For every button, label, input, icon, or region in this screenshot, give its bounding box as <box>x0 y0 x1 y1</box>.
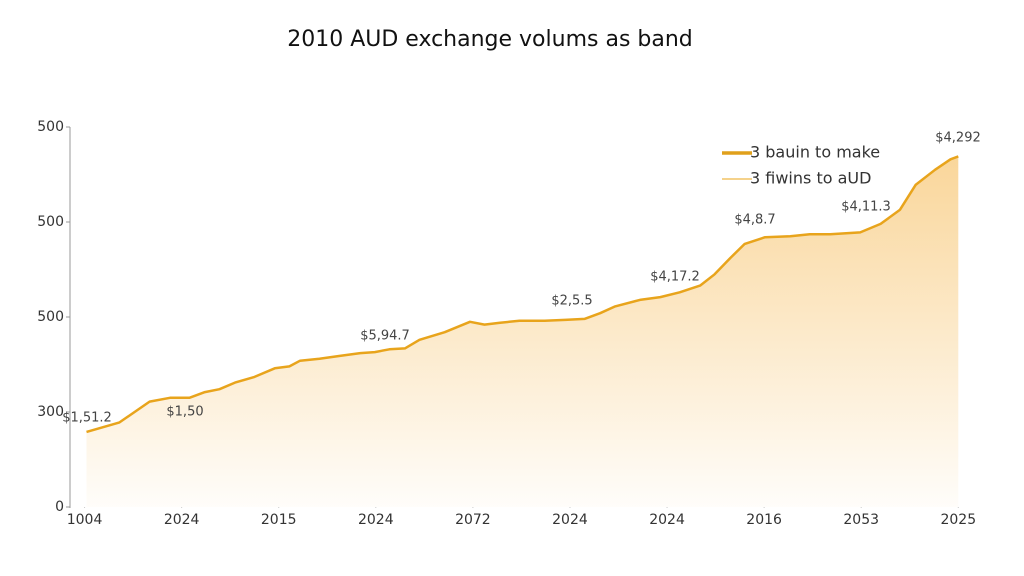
y-tick-label: 0 <box>55 499 64 515</box>
y-tick-label: 500 <box>37 214 64 230</box>
legend-label: 3 bauin to make <box>750 143 880 162</box>
annotation: $2,5.5 <box>551 294 592 309</box>
x-tick-label: 2024 <box>164 512 200 528</box>
x-tick-label: 2024 <box>649 512 685 528</box>
annotation: $1,50 <box>166 405 203 420</box>
annotation: $4,292 <box>935 131 981 146</box>
x-tick-label: 2015 <box>261 512 297 528</box>
area <box>86 156 959 507</box>
x-tick-label: 2024 <box>552 512 588 528</box>
y-tick-label: 500 <box>37 309 64 325</box>
y-tick-label: 500 <box>37 119 64 135</box>
line <box>86 155 959 434</box>
x-tick-label: 2072 <box>455 512 491 528</box>
annotation: $4,11.3 <box>841 200 891 215</box>
annotation: $1,51.2 <box>62 411 112 426</box>
annotation: $4,8.7 <box>734 213 775 228</box>
y-tick-label: 300 <box>37 404 64 420</box>
chart-title: 2010 AUD exchange volums as band <box>287 27 693 52</box>
legend-label: 3 fiwins to aUD <box>750 169 871 188</box>
x-tick-label: 2024 <box>358 512 394 528</box>
x-tick-label: 2025 <box>940 512 976 528</box>
x-tick-label: 1004 <box>67 512 103 528</box>
x-tick-label: 2016 <box>746 512 782 528</box>
annotation: $4,17.2 <box>650 270 700 285</box>
annotation: $5,94.7 <box>360 329 410 344</box>
x-tick-label: 2053 <box>843 512 879 528</box>
